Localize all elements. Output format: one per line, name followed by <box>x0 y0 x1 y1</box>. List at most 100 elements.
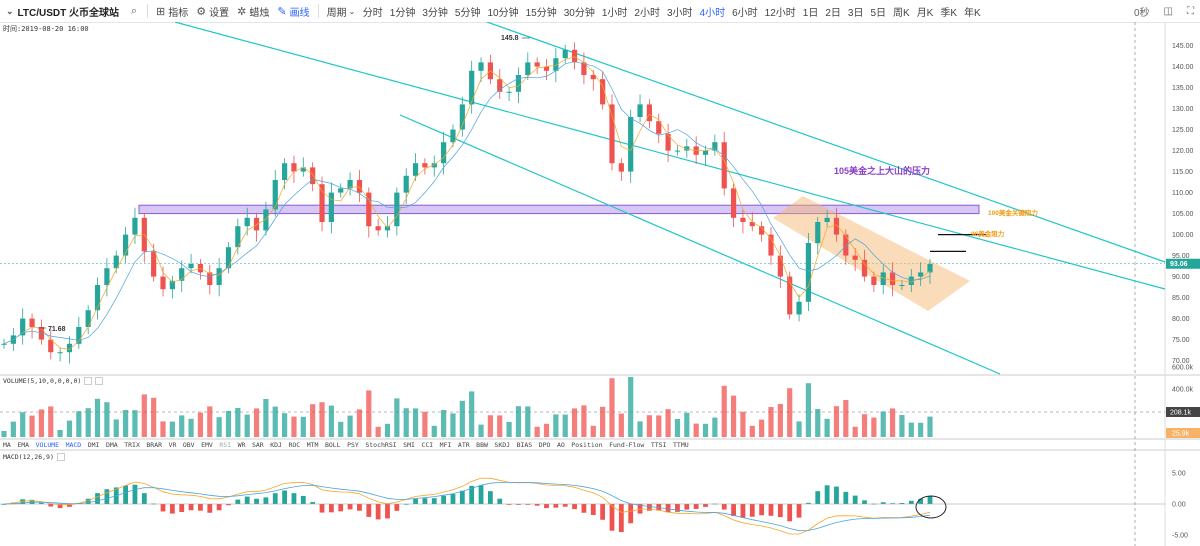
volume-bar <box>122 410 129 437</box>
annotation-100: 100美金关键阻力 <box>988 208 1038 217</box>
indicator-tab[interactable]: ATR <box>457 441 470 449</box>
candle <box>646 104 652 122</box>
interval-option[interactable]: 3日 <box>847 7 864 19</box>
volume-bar <box>188 418 194 437</box>
indicator-tab[interactable]: EMA <box>17 441 30 449</box>
interval-option[interactable]: 2日 <box>825 7 841 19</box>
macd-bar <box>57 504 63 509</box>
volume-bar <box>1 431 7 437</box>
candle <box>291 163 297 172</box>
macd-bar <box>450 494 456 504</box>
indicator-tab[interactable]: VOLUME <box>35 441 60 449</box>
settings-icon[interactable] <box>84 377 93 385</box>
settings-button[interactable]: ⚙ 设置 <box>192 4 233 19</box>
indicator-tab[interactable]: MFI <box>439 441 452 449</box>
indicator-tab[interactable]: DMA <box>105 441 118 449</box>
interval-option[interactable]: 1日 <box>802 7 819 19</box>
indicator-tab[interactable]: SKDJ <box>494 441 511 449</box>
macd-bar <box>431 498 437 504</box>
interval-option[interactable]: 5日 <box>870 7 887 19</box>
macd-bar <box>385 504 390 519</box>
draw-button[interactable]: ✎ 画线 <box>273 4 313 19</box>
macd-bar <box>497 498 503 504</box>
volume-bar <box>441 410 447 437</box>
chart-canvas[interactable]: 145.00 140.00 135.00 130.00 125.00 120.00 115.… <box>0 22 1200 546</box>
candle <box>497 79 503 92</box>
interval-option[interactable]: 15分钟 <box>525 7 557 19</box>
volume-bar <box>656 415 662 437</box>
indicator-tab[interactable]: DMI <box>87 441 100 449</box>
interval-option[interactable]: 年K <box>964 7 981 19</box>
indicator-tab[interactable]: MTM <box>306 441 319 449</box>
interval-option[interactable]: 1小时 <box>601 7 628 19</box>
macd-bar <box>852 495 858 504</box>
indicator-tab[interactable]: SMI <box>403 441 415 449</box>
indicator-tab[interactable]: MACD <box>65 441 82 449</box>
indicator-tab[interactable]: TTSI <box>650 441 667 449</box>
interval-option[interactable]: 12小时 <box>764 7 796 19</box>
period-dropdown[interactable]: 周期 ⌄ <box>323 4 360 19</box>
fullscreen-icon[interactable]: ⛶ <box>1187 5 1194 17</box>
indicator-tab[interactable]: BOLL <box>324 441 341 449</box>
indicator-tab[interactable]: Position <box>571 441 603 449</box>
indicator-tab[interactable]: TTMU <box>673 441 689 449</box>
interval-option[interactable]: 4小时 <box>699 7 726 19</box>
interval-option[interactable]: 周K <box>893 7 910 19</box>
indicator-tab[interactable]: BIAS <box>516 441 533 449</box>
candle <box>684 146 690 151</box>
volume-bar <box>702 423 709 437</box>
indicator-tab[interactable]: MA <box>3 441 11 449</box>
interval-option[interactable]: 2小时 <box>634 7 660 19</box>
indicator-tab[interactable]: PSY <box>347 441 359 449</box>
search-icon[interactable]: ⌕ <box>130 4 138 17</box>
indicator-tab[interactable]: BRAR <box>146 441 163 449</box>
indicator-tab[interactable]: Fund-Flow <box>609 441 645 449</box>
settings-icon[interactable] <box>56 453 65 461</box>
indicator-tab[interactable]: VR <box>168 441 177 449</box>
macd-bar <box>572 504 577 510</box>
indicator-tab[interactable]: EMV <box>201 441 213 449</box>
indicators-button[interactable]: ⊞ 指标 <box>152 4 192 19</box>
close-icon[interactable] <box>95 377 104 385</box>
indicator-tab[interactable]: KDJ <box>270 441 282 449</box>
volume-bar <box>487 415 493 437</box>
interval-option[interactable]: 分时 <box>362 7 383 19</box>
candle <box>721 142 727 189</box>
macd-bar <box>394 504 400 511</box>
indicators-label: 指标 <box>168 7 189 19</box>
indicator-tab[interactable]: CCI <box>421 441 434 449</box>
indicator-tab[interactable]: AO <box>556 441 565 449</box>
high-label: 145.8 <box>501 35 519 42</box>
candle <box>815 222 821 243</box>
candle <box>889 272 896 285</box>
price-tick: 110.00 <box>1172 190 1193 197</box>
candle-type-button[interactable]: ✲ 蜡烛 <box>233 4 273 19</box>
symbol-selector[interactable]: ⌄ LTC/USDT 火币全球站 <box>0 4 125 19</box>
volume-bar <box>749 425 755 437</box>
interval-option[interactable]: 3分钟 <box>422 7 448 19</box>
interval-option[interactable]: 10分钟 <box>487 7 519 19</box>
indicator-tab[interactable]: ROC <box>288 441 301 449</box>
indicator-tab[interactable]: RSI <box>219 441 232 449</box>
indicator-tab[interactable]: StochRSI <box>365 441 397 449</box>
interval-option[interactable]: 3小时 <box>666 7 693 19</box>
indicator-tab[interactable]: SAR <box>251 441 264 449</box>
indicator-tab[interactable]: WR <box>237 441 246 449</box>
interval-option[interactable]: 1分钟 <box>389 7 416 19</box>
indicator-tab[interactable]: OBV <box>182 441 195 449</box>
indicator-tab[interactable]: BBW <box>476 441 488 449</box>
candle <box>768 234 774 256</box>
indicator-tab[interactable]: DPO <box>538 441 551 449</box>
macd-bar <box>806 502 811 504</box>
macd-bar <box>272 493 278 504</box>
candle <box>712 142 718 151</box>
interval-option[interactable]: 6小时 <box>732 7 758 19</box>
gear-icon: ⚙ <box>196 5 207 18</box>
volume-bar <box>861 414 868 437</box>
interval-option[interactable]: 月K <box>916 7 934 19</box>
interval-option[interactable]: 5分钟 <box>454 7 481 19</box>
indicator-tab[interactable]: TRIX <box>124 441 140 449</box>
camera-icon[interactable]: ◫ <box>1163 5 1173 17</box>
interval-option[interactable]: 季K <box>940 7 958 19</box>
interval-option[interactable]: 30分钟 <box>563 7 595 19</box>
